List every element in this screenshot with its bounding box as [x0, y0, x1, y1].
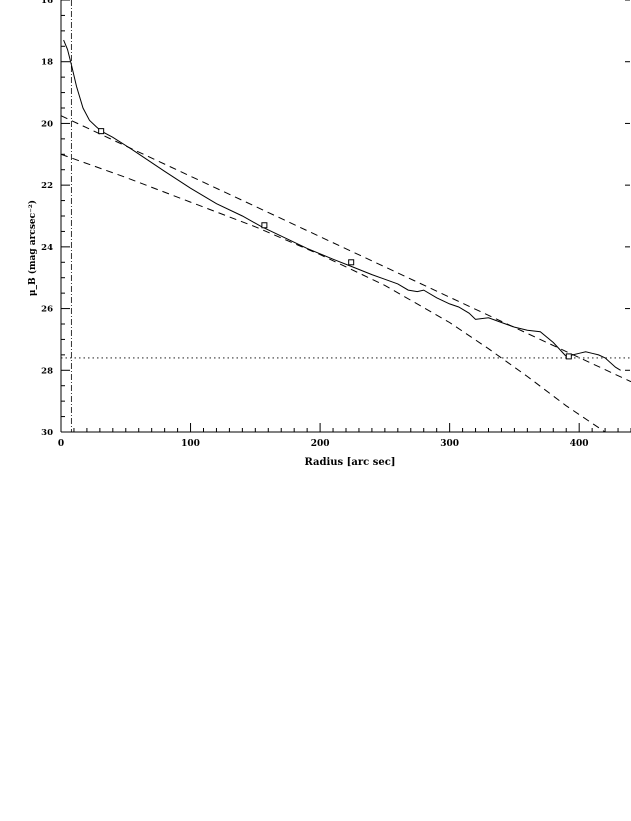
y-tick-label-24: 24: [41, 243, 53, 253]
data-marker-3: [348, 259, 355, 266]
data-marker-2: [261, 222, 268, 229]
series-line-1: [63, 39, 621, 371]
marker-group: [98, 128, 572, 360]
x-tick-label-0: 0: [58, 439, 64, 449]
series-line-2: [60, 115, 631, 383]
series-line-3: [60, 153, 606, 433]
y-tick-label-18: 18: [41, 58, 53, 68]
data-marker-4: [565, 353, 572, 360]
x-tick-label-200: 200: [311, 439, 330, 449]
y-tick-label-22: 22: [41, 181, 53, 191]
axes: 0 100 200 300 400 16 18 20 22 24 26 28 30: [41, 0, 631, 449]
x-tick-label-300: 300: [440, 439, 459, 449]
x-axis-label: Radius [arc sec]: [304, 457, 395, 468]
x-tick-label-400: 400: [570, 439, 589, 449]
y-tick-label-16: 16: [41, 0, 53, 6]
y-tick-label-28: 28: [41, 366, 53, 376]
y-tick-label-20: 20: [41, 119, 53, 129]
reference-lines: [61, 0, 631, 432]
series-group: [60, 39, 631, 433]
y-tick-label-30: 30: [41, 428, 53, 438]
data-marker-1: [98, 128, 105, 135]
y-tick-label-26: 26: [41, 305, 53, 315]
axis-labels: Radius [arc sec] μ_B (mag arcsec⁻²): [27, 200, 396, 468]
x-tick-label-100: 100: [181, 439, 200, 449]
y-axis-label: μ_B (mag arcsec⁻²): [27, 200, 38, 296]
